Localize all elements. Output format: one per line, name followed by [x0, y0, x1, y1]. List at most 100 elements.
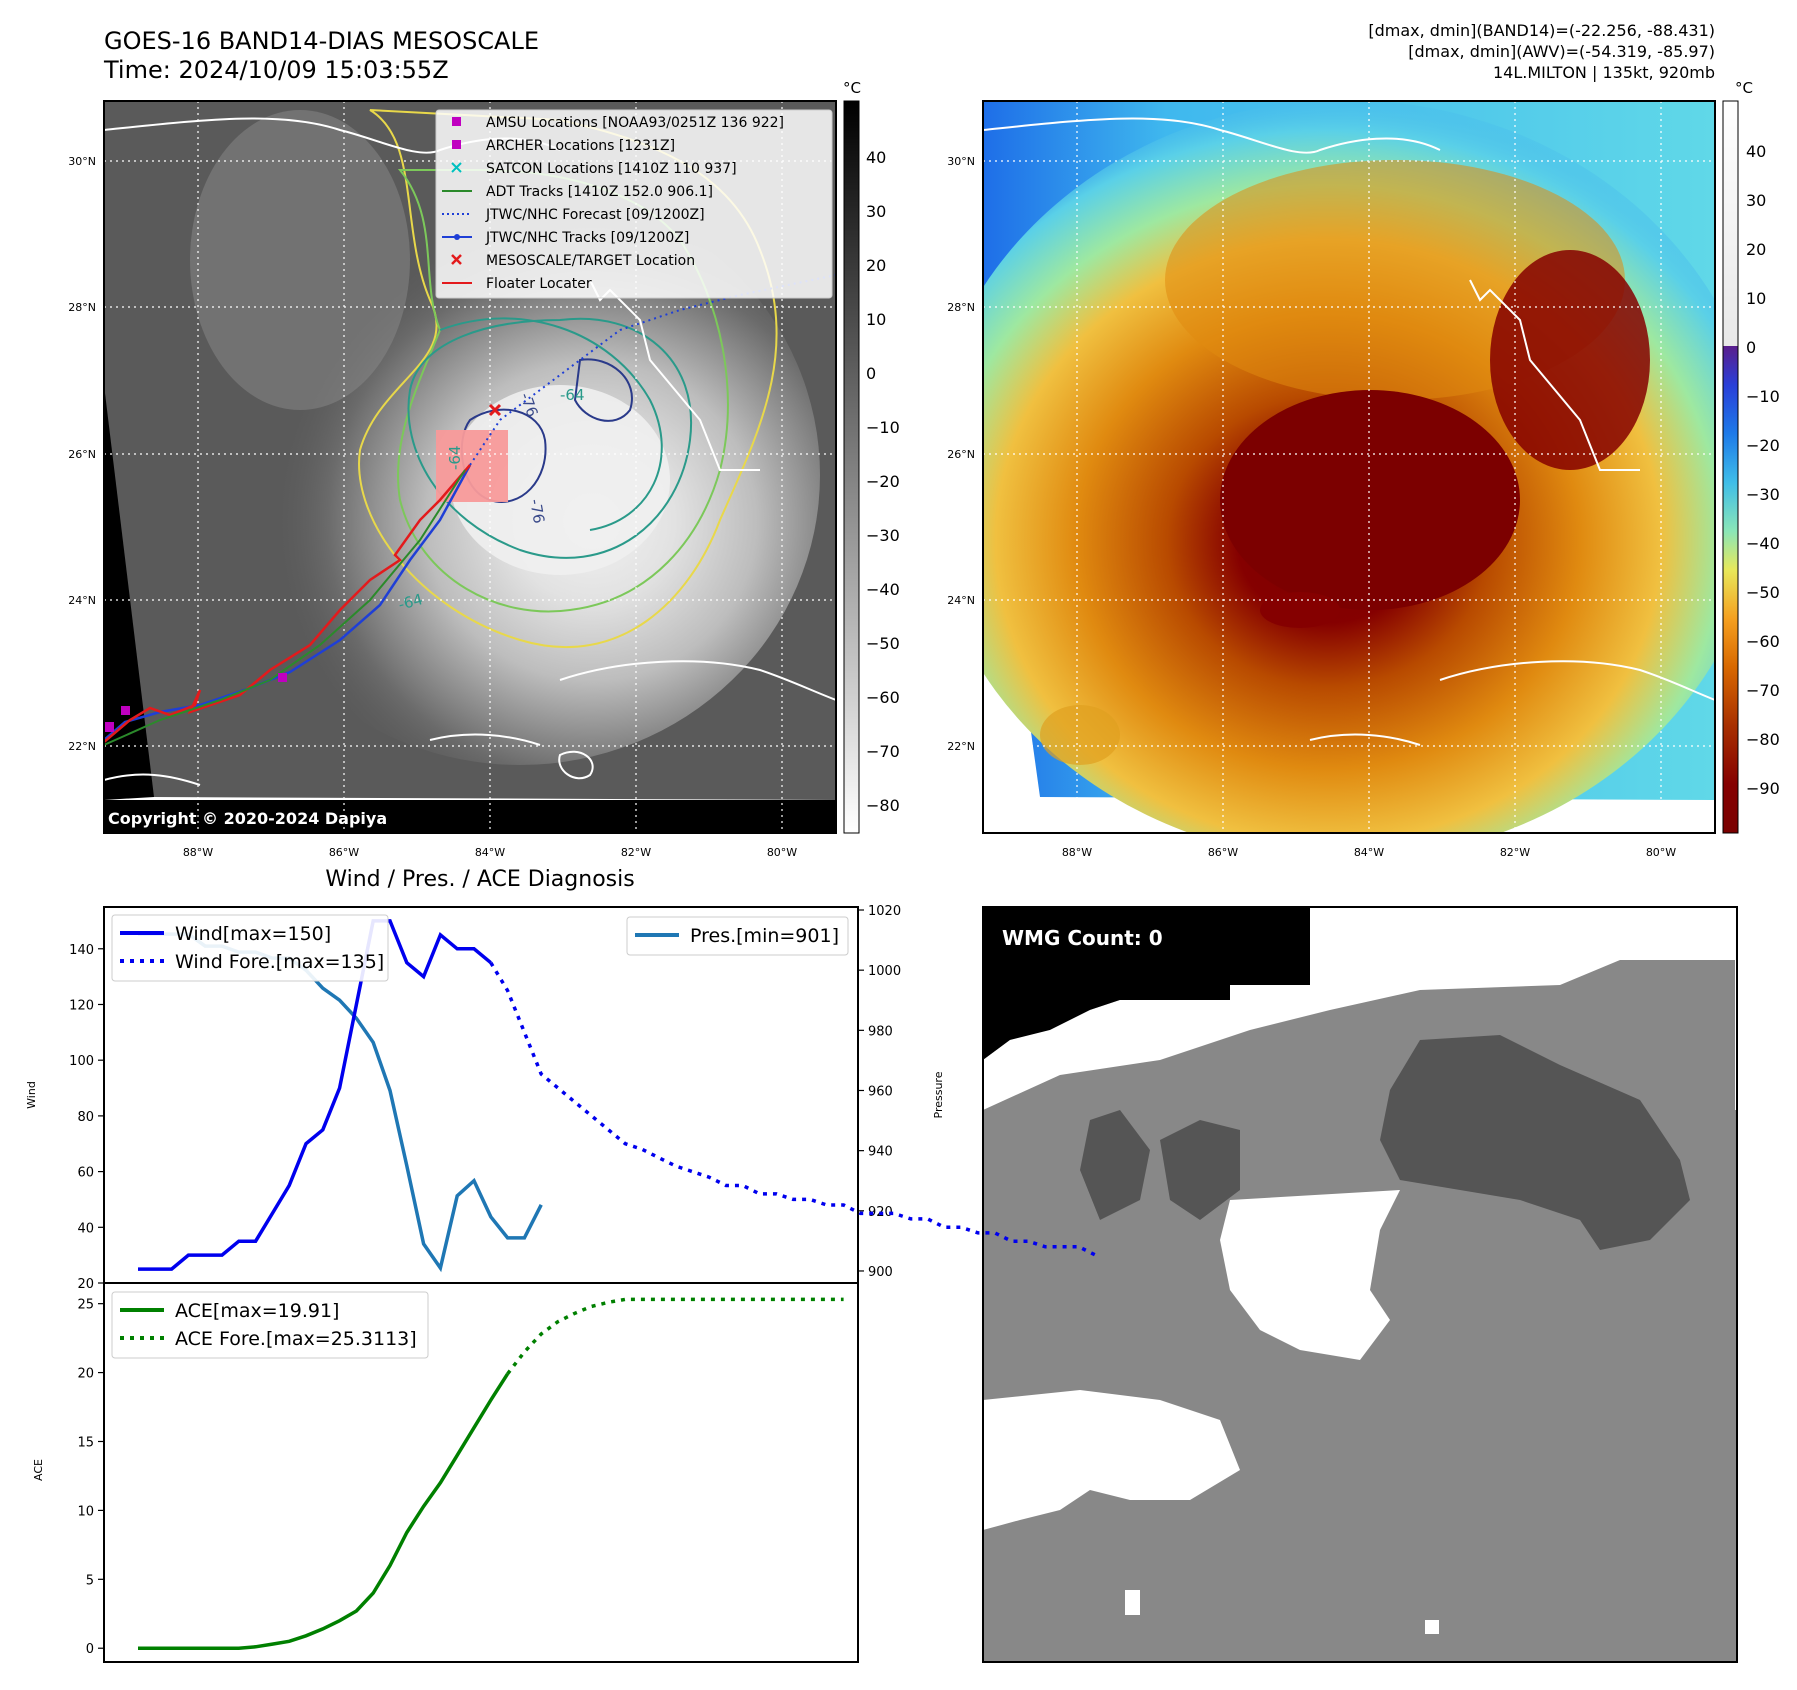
contour-label: -64 [446, 446, 464, 471]
figure-time: Time: 2024/10/09 15:03:55Z [104, 56, 449, 84]
pressure-tick-label: 980 [868, 1024, 893, 1039]
wind-tick-label: 80 [77, 1110, 94, 1125]
svg-text:−90: −90 [1746, 779, 1780, 798]
ace-line [138, 1372, 510, 1650]
svg-text:−20: −20 [866, 472, 900, 491]
svg-text:−50: −50 [866, 634, 900, 653]
svg-text:−80: −80 [866, 796, 900, 815]
pressure-tick-label: 1000 [868, 964, 901, 979]
pressure-tick-label: 940 [868, 1145, 893, 1160]
legend-ace: ACE[max=19.91] [175, 1300, 339, 1322]
svg-text:40: 40 [1746, 142, 1766, 161]
contour-label: -64 [560, 386, 585, 404]
color-map-lon-labels: 88°W 86°W 84°W 82°W 80°W [1062, 846, 1676, 859]
svg-text:26°N: 26°N [947, 448, 975, 461]
wind-line [138, 919, 492, 1271]
legend-wind: Wind[max=150] [175, 923, 331, 945]
svg-text:−40: −40 [866, 580, 900, 599]
gray-map-frame [103, 100, 837, 834]
svg-text:24°N: 24°N [68, 594, 96, 607]
svg-text:0: 0 [1746, 338, 1756, 357]
svg-text:28°N: 28°N [947, 301, 975, 314]
ace-chart: 0 5 10 15 20 25 ACE ACE[max=19.91] ACE Fore.[… [32, 1282, 859, 1663]
svg-text:−30: −30 [1746, 485, 1780, 504]
svg-text:40: 40 [866, 148, 886, 167]
gray-colorbar-ticks: 40 30 20 10 0 −10 −20 −30 −40 −50 −60 −7… [866, 148, 900, 815]
ace-tick-label: 20 [77, 1367, 94, 1382]
svg-text:88°W: 88°W [1062, 846, 1092, 859]
gray-colorbar: °C 40 30 20 10 0 −10 −20 −30 −40 −50 −60… [843, 79, 900, 834]
legend-label: AMSU Locations [NOAA93/0251Z 136 922] [486, 115, 784, 131]
color-satellite-map [983, 101, 1715, 833]
svg-text:28°N: 28°N [68, 301, 96, 314]
legend-label: SATCON Locations [1410Z 110 937] [486, 161, 737, 177]
svg-text:−10: −10 [866, 418, 900, 437]
copyright: Copyright © 2020-2024 Dapiya [108, 809, 387, 828]
svg-text:30°N: 30°N [68, 155, 96, 168]
svg-text:−40: −40 [1746, 534, 1780, 553]
legend-label: JTWC/NHC Forecast [09/1200Z] [485, 207, 705, 223]
wind-legend: Wind[max=150] Wind Fore.[max=135] [111, 914, 389, 982]
svg-text:82°W: 82°W [1500, 846, 1530, 859]
svg-text:86°W: 86°W [329, 846, 359, 859]
legend-pressure: Pres.[min=901] [690, 925, 839, 947]
gray-colorbar-unit: °C [843, 79, 861, 97]
wind-tick-label: 100 [69, 1054, 94, 1069]
pressure-legend: Pres.[min=901] [626, 916, 849, 956]
ace-tick-label: 25 [77, 1298, 94, 1313]
cyan-x-icon [451, 162, 462, 173]
svg-text:−70: −70 [1746, 681, 1780, 700]
color-colorbar-ticks: 40 30 20 10 0 −10 −20 −30 −40 −50 −60 −7… [1746, 142, 1780, 798]
map-legend: AMSU Locations [NOAA93/0251Z 136 922] AR… [435, 109, 833, 299]
svg-text:22°N: 22°N [68, 740, 96, 753]
legend-label: JTWC/NHC Tracks [09/1200Z] [485, 230, 689, 246]
svg-text:20: 20 [866, 256, 886, 275]
svg-text:−20: −20 [1746, 436, 1780, 455]
svg-text:−50: −50 [1746, 583, 1780, 602]
svg-text:−10: −10 [1746, 387, 1780, 406]
contour-label: -64 [396, 590, 424, 614]
svg-text:24°N: 24°N [947, 594, 975, 607]
wind-forecast-line [489, 961, 1097, 1257]
pressure-tick-label: 900 [868, 1265, 893, 1280]
jtwc-track [104, 464, 472, 741]
wind-axis-label: Wind [25, 1081, 38, 1109]
svg-text:26°N: 26°N [68, 448, 96, 461]
svg-text:30: 30 [866, 202, 886, 221]
amsu-markers [104, 673, 287, 732]
stat-band14: [dmax, dmin](BAND14)=(-22.256, -88.431) [1368, 21, 1715, 40]
pressure-tick-label: 960 [868, 1084, 893, 1099]
ace-tick-label: 10 [77, 1504, 94, 1519]
mesoscale-target-marker [488, 403, 502, 417]
svg-text:86°W: 86°W [1208, 846, 1238, 859]
stat-storm: 14L.MILTON | 135kt, 920mb [1492, 63, 1715, 82]
stat-awv: [dmax, dmin](AWV)=(-54.319, -85.97) [1408, 42, 1715, 61]
ace-tick-label: 5 [86, 1573, 94, 1588]
wind-tick-label: 140 [69, 943, 94, 958]
svg-text:84°W: 84°W [475, 846, 505, 859]
ace-tick-label: 15 [77, 1435, 94, 1450]
ace-legend: ACE[max=19.91] ACE Fore.[max=25.3113] [111, 1291, 429, 1359]
wind-tick-label: 60 [77, 1166, 94, 1181]
svg-text:84°W: 84°W [1354, 846, 1384, 859]
pressure-tick-label: 1020 [868, 904, 901, 919]
figure-title: GOES-16 BAND14-DIAS MESOSCALE [104, 27, 540, 55]
legend-wind-forecast: Wind Fore.[max=135] [175, 951, 384, 973]
svg-text:80°W: 80°W [767, 846, 797, 859]
svg-text:30: 30 [1746, 191, 1766, 210]
svg-text:−60: −60 [866, 688, 900, 707]
magenta-square-icon [452, 140, 461, 149]
diagnosis-title: Wind / Pres. / ACE Diagnosis [325, 867, 634, 892]
svg-text:82°W: 82°W [621, 846, 651, 859]
adt-track [104, 469, 466, 746]
wind-tick-label: 120 [69, 998, 94, 1013]
gray-map-lon-labels: 88°W 86°W 84°W 82°W 80°W [183, 846, 797, 859]
svg-text:−70: −70 [866, 742, 900, 761]
legend-label: Floater Locater [486, 276, 592, 292]
svg-text:10: 10 [1746, 289, 1766, 308]
svg-text:22°N: 22°N [947, 740, 975, 753]
ace-tick-label: 0 [86, 1642, 94, 1657]
color-colorbar: °C 40 30 20 10 0 −10 −20 −30 −40 −50 −60… [1722, 79, 1780, 834]
